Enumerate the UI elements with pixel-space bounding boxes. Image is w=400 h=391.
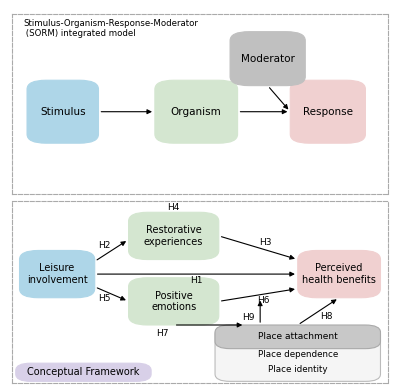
Text: H1: H1 xyxy=(190,276,202,285)
Text: Organism: Organism xyxy=(171,107,222,117)
Text: Leisure
involvement: Leisure involvement xyxy=(27,263,88,285)
Text: Perceived
health benefits: Perceived health benefits xyxy=(302,263,376,285)
Text: Response: Response xyxy=(303,107,353,117)
Text: Stimulus: Stimulus xyxy=(40,107,86,117)
FancyBboxPatch shape xyxy=(128,212,219,260)
Text: H5: H5 xyxy=(98,294,110,303)
Text: H2: H2 xyxy=(98,241,110,250)
Text: Conceptual Framework: Conceptual Framework xyxy=(27,367,140,377)
FancyBboxPatch shape xyxy=(290,80,366,143)
FancyBboxPatch shape xyxy=(16,363,151,381)
Text: Place dependence: Place dependence xyxy=(258,350,338,359)
FancyBboxPatch shape xyxy=(20,251,95,298)
Text: Place identity: Place identity xyxy=(268,365,328,374)
Text: Restorative
experiences: Restorative experiences xyxy=(144,225,203,247)
Text: H9: H9 xyxy=(242,313,254,322)
Text: Positive
emotions: Positive emotions xyxy=(151,291,196,312)
Text: H7: H7 xyxy=(156,329,169,338)
Text: Stimulus-Organism-Response-Moderator
 (SORM) integrated model: Stimulus-Organism-Response-Moderator (SO… xyxy=(23,19,198,38)
Text: H4: H4 xyxy=(168,203,180,212)
FancyBboxPatch shape xyxy=(215,327,380,381)
Text: Moderator: Moderator xyxy=(241,54,295,64)
Text: H6: H6 xyxy=(257,296,270,305)
FancyBboxPatch shape xyxy=(230,32,305,86)
Text: H3: H3 xyxy=(260,238,272,247)
FancyBboxPatch shape xyxy=(128,278,219,325)
FancyBboxPatch shape xyxy=(215,325,380,349)
Text: Place attachment: Place attachment xyxy=(258,332,338,341)
Text: H8: H8 xyxy=(320,312,332,321)
FancyBboxPatch shape xyxy=(27,80,98,143)
FancyBboxPatch shape xyxy=(298,251,380,298)
FancyBboxPatch shape xyxy=(155,80,238,143)
